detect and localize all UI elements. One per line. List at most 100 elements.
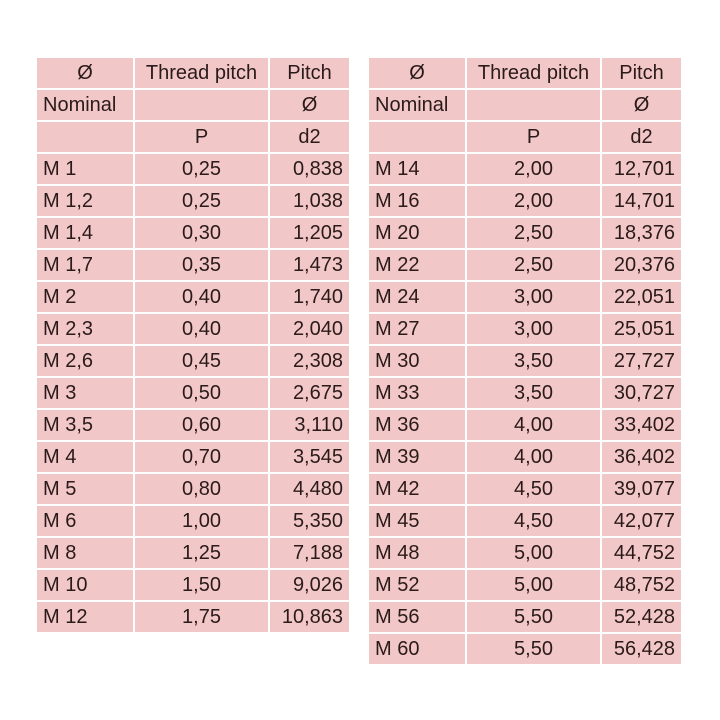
thread-pitch-cell: 2,50	[467, 218, 600, 248]
table-row: M 22 2,50 20,376	[369, 250, 681, 280]
nominal-diameter-cell: M 6	[37, 506, 133, 536]
pitch-diameter-cell: 1,038	[270, 186, 349, 216]
pitch-diameter-cell: 48,752	[602, 570, 681, 600]
nominal-diameter-cell: M 24	[369, 282, 465, 312]
nominal-diameter-cell: M 20	[369, 218, 465, 248]
pitch-diameter-cell: 22,051	[602, 282, 681, 312]
table-row: M 60 5,50 56,428	[369, 634, 681, 664]
table-row: M 1,7 0,35 1,473	[37, 250, 349, 280]
table-row: M 2 0,40 1,740	[37, 282, 349, 312]
nominal-diameter-cell: M 52	[369, 570, 465, 600]
table-row: M 1 0,25 0,838	[37, 154, 349, 184]
thread-pitch-cell: 0,40	[135, 314, 268, 344]
table-row: M 14 2,00 12,701	[369, 154, 681, 184]
nominal-diameter-cell: M 36	[369, 410, 465, 440]
thread-pitch-cell: 3,50	[467, 378, 600, 408]
thread-pitch-cell: 0,60	[135, 410, 268, 440]
nominal-diameter-cell: M 2	[37, 282, 133, 312]
pitch-diameter-cell: 18,376	[602, 218, 681, 248]
thread-pitch-cell: 3,00	[467, 314, 600, 344]
thread-pitch-cell: 3,50	[467, 346, 600, 376]
thread-pitch-cell: 4,00	[467, 410, 600, 440]
table-row: M 56 5,50 52,428	[369, 602, 681, 632]
thread-pitch-cell: 4,50	[467, 474, 600, 504]
thread-pitch-cell: 5,50	[467, 602, 600, 632]
table-row: M 16 2,00 14,701	[369, 186, 681, 216]
pitch-diameter-cell: 0,838	[270, 154, 349, 184]
pitch-diameter-cell: 12,701	[602, 154, 681, 184]
pitch-diameter-cell: 39,077	[602, 474, 681, 504]
nominal-diameter-cell: M 45	[369, 506, 465, 536]
nominal-diameter-cell: M 33	[369, 378, 465, 408]
pitch-diameter-cell: 4,480	[270, 474, 349, 504]
header-cell-nominal-diameter: Nominal	[37, 90, 133, 120]
pitch-diameter-cell: 2,675	[270, 378, 349, 408]
nominal-diameter-cell: M 8	[37, 538, 133, 568]
table-row: M 4 0,70 3,545	[37, 442, 349, 472]
nominal-diameter-cell: M 10	[37, 570, 133, 600]
thread-pitch-cell: 0,80	[135, 474, 268, 504]
nominal-diameter-cell: M 2,3	[37, 314, 133, 344]
pitch-diameter-cell: 42,077	[602, 506, 681, 536]
header-cell-pitch-diameter: Ø	[602, 90, 681, 120]
pitch-diameter-cell: 25,051	[602, 314, 681, 344]
header-cell-nominal-diameter: Ø	[37, 58, 133, 88]
table-row: M 1,4 0,30 1,205	[37, 218, 349, 248]
nominal-diameter-cell: M 22	[369, 250, 465, 280]
header-row-right-2: Nominal Ø	[369, 90, 681, 120]
header-cell-nominal-diameter	[369, 122, 465, 152]
header-cell-pitch-diameter: Pitch	[602, 58, 681, 88]
header-cell-nominal-diameter: Ø	[369, 58, 465, 88]
table-row: M 27 3,00 25,051	[369, 314, 681, 344]
nominal-diameter-cell: M 4	[37, 442, 133, 472]
pitch-diameter-cell: 1,740	[270, 282, 349, 312]
nominal-diameter-cell: M 1,7	[37, 250, 133, 280]
pitch-diameter-cell: 1,205	[270, 218, 349, 248]
pitch-diameter-cell: 3,545	[270, 442, 349, 472]
nominal-diameter-cell: M 1	[37, 154, 133, 184]
table-row: M 1,2 0,25 1,038	[37, 186, 349, 216]
thread-pitch-cell: 2,00	[467, 154, 600, 184]
pitch-diameter-cell: 56,428	[602, 634, 681, 664]
pitch-diameter-cell: 2,308	[270, 346, 349, 376]
pitch-diameter-cell: 5,350	[270, 506, 349, 536]
pitch-diameter-cell: 36,402	[602, 442, 681, 472]
thread-pitch-cell: 0,70	[135, 442, 268, 472]
thread-pitch-cell: 0,25	[135, 154, 268, 184]
nominal-diameter-cell: M 27	[369, 314, 465, 344]
table-row: M 3 0,50 2,675	[37, 378, 349, 408]
thread-pitch-cell: 1,50	[135, 570, 268, 600]
pitch-diameter-cell: 10,863	[270, 602, 349, 632]
table-row: M 48 5,00 44,752	[369, 538, 681, 568]
table-row: M 5 0,80 4,480	[37, 474, 349, 504]
pitch-diameter-cell: 9,026	[270, 570, 349, 600]
header-cell-nominal-diameter: Nominal	[369, 90, 465, 120]
header-cell-thread-pitch: Thread pitch	[467, 58, 600, 88]
pitch-diameter-cell: 52,428	[602, 602, 681, 632]
table-row: M 24 3,00 22,051	[369, 282, 681, 312]
nominal-diameter-cell: M 1,2	[37, 186, 133, 216]
thread-pitch-cell: 0,40	[135, 282, 268, 312]
header-cell-pitch-diameter: Pitch	[270, 58, 349, 88]
header-cell-thread-pitch: P	[467, 122, 600, 152]
nominal-diameter-cell: M 42	[369, 474, 465, 504]
nominal-diameter-cell: M 3	[37, 378, 133, 408]
table-row: M 42 4,50 39,077	[369, 474, 681, 504]
pitch-diameter-cell: 20,376	[602, 250, 681, 280]
pitch-diameter-cell: 14,701	[602, 186, 681, 216]
nominal-diameter-cell: M 14	[369, 154, 465, 184]
thread-pitch-cell: 1,00	[135, 506, 268, 536]
table-row: M 2,6 0,45 2,308	[37, 346, 349, 376]
nominal-diameter-cell: M 1,4	[37, 218, 133, 248]
thread-pitch-cell: 3,00	[467, 282, 600, 312]
thread-pitch-cell: 2,00	[467, 186, 600, 216]
nominal-diameter-cell: M 16	[369, 186, 465, 216]
pitch-diameter-cell: 44,752	[602, 538, 681, 568]
pitch-diameter-cell: 33,402	[602, 410, 681, 440]
thread-pitch-cell: 1,25	[135, 538, 268, 568]
table-row: M 8 1,25 7,188	[37, 538, 349, 568]
